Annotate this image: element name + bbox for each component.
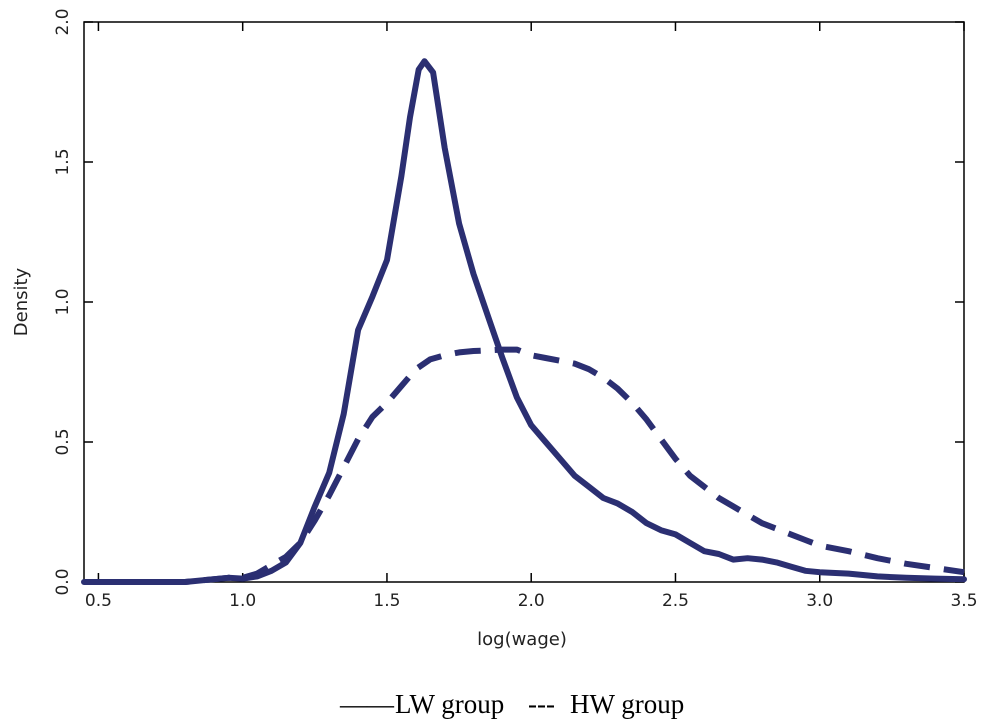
y-tick-label: 0.0 <box>53 568 73 595</box>
x-tick-label: 3.0 <box>806 591 833 611</box>
y-tick-label: 2.0 <box>53 8 73 35</box>
y-tick-label: 0.5 <box>53 428 73 455</box>
y-tick-label: 1.0 <box>53 288 73 315</box>
legend-label-lw: LW group <box>395 689 504 719</box>
y-axis-label: Density <box>11 267 32 336</box>
x-tick-label: 1.0 <box>229 591 256 611</box>
x-tick-labels: 0.5 1.0 1.5 2.0 2.5 3.0 3.5 <box>85 591 978 611</box>
x-axis-label: log(wage) <box>477 629 567 650</box>
series-layer <box>81 58 967 585</box>
tick-marks <box>84 21 965 583</box>
series-line-hw <box>84 346 965 585</box>
series-line-lw <box>81 58 967 585</box>
legend: —— LW group --- HW group <box>339 689 684 719</box>
x-tick-label: 1.5 <box>373 591 400 611</box>
legend-marker-lw: —— <box>339 689 395 719</box>
plot-frame <box>83 21 965 583</box>
x-tick-label: 2.0 <box>518 591 545 611</box>
x-tick-label: 2.5 <box>662 591 689 611</box>
y-tick-label: 1.5 <box>53 148 73 175</box>
y-tick-labels: 0.0 0.5 1.0 1.5 2.0 <box>53 8 73 595</box>
x-tick-label: 3.5 <box>950 591 977 611</box>
x-tick-label: 0.5 <box>85 591 112 611</box>
legend-label-hw: HW group <box>570 689 684 719</box>
legend-marker-hw: --- <box>528 689 555 719</box>
